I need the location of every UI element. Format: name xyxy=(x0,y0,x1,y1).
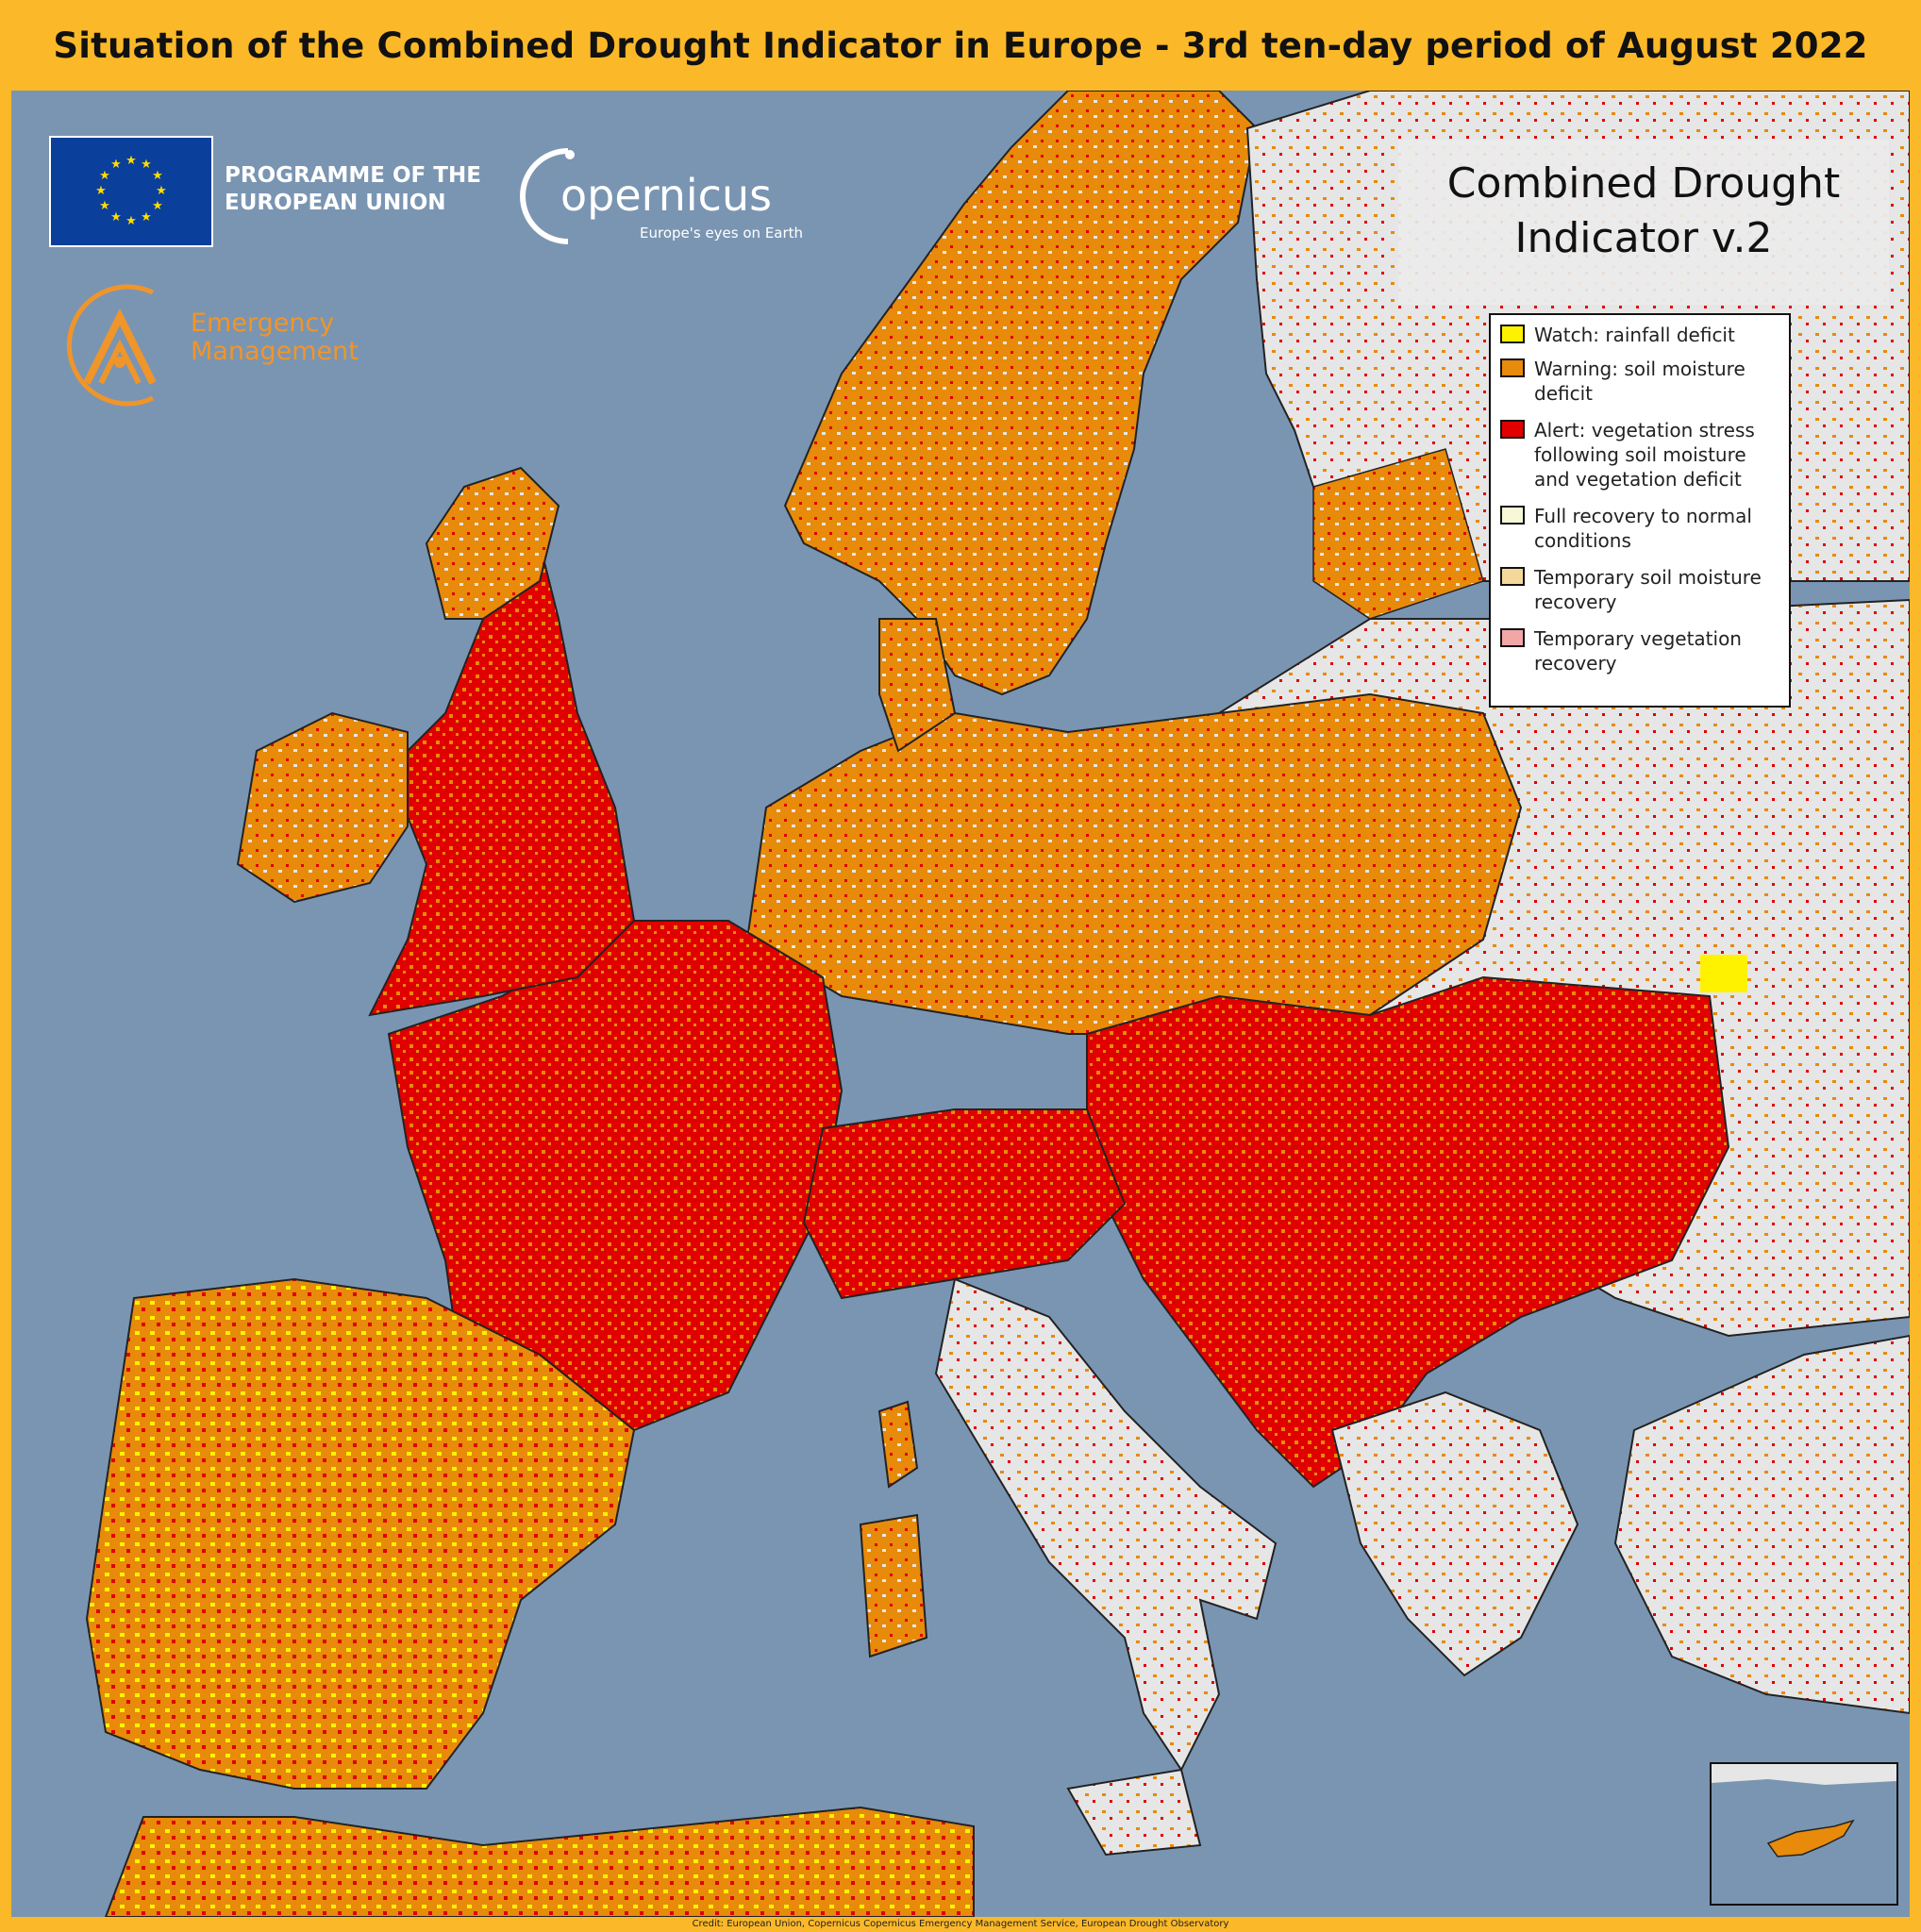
map-title-heading: Situation of the Combined Drought Indica… xyxy=(53,25,1868,66)
land-iberia xyxy=(85,1277,636,1790)
svg-text:★: ★ xyxy=(125,214,137,228)
land-central-europe xyxy=(745,692,1523,1035)
land-denmark xyxy=(878,618,957,753)
indicator-title-line2: Indicator v.2 xyxy=(1514,214,1773,262)
legend-item-soil-recovery: Temporary soil moisture recovery xyxy=(1500,565,1783,614)
eu-programme-line2: EUROPEAN UNION xyxy=(225,191,446,215)
svg-text:★: ★ xyxy=(110,158,122,172)
legend-label: Alert: vegetation stress following soil … xyxy=(1534,419,1755,491)
svg-text:★: ★ xyxy=(141,210,152,225)
legend-item-watch: Watch: rainfall deficit xyxy=(1500,323,1783,347)
land-corsica xyxy=(877,1400,919,1489)
land-sardinia xyxy=(859,1513,928,1658)
copernicus-wordmark: opernicus xyxy=(560,170,773,221)
svg-text:★: ★ xyxy=(99,169,110,183)
land-balkans xyxy=(1086,975,1730,1489)
legend: Watch: rainfall deficit Warning: soil mo… xyxy=(1489,313,1791,708)
legend-swatch xyxy=(1500,420,1525,439)
land-scotland xyxy=(425,466,560,620)
land-great-britain xyxy=(368,542,636,1017)
legend-item-warning: Warning: soil moisture deficit xyxy=(1500,357,1783,406)
legend-swatch xyxy=(1500,325,1525,343)
svg-text:★: ★ xyxy=(125,154,137,168)
yellow-patch xyxy=(1700,955,1747,992)
copernicus-logo: opernicus Europe's eyes on Earth xyxy=(511,140,823,253)
emergency-management-logo xyxy=(49,279,370,411)
land-france xyxy=(387,920,844,1432)
svg-text:★: ★ xyxy=(99,199,110,213)
svg-text:★: ★ xyxy=(152,199,163,213)
svg-text:★: ★ xyxy=(95,184,107,198)
title-bar: Situation of the Combined Drought Indica… xyxy=(0,0,1921,91)
legend-item-vegetation-recovery: Temporary vegetation recovery xyxy=(1500,626,1783,675)
land-sicily xyxy=(1066,1768,1202,1857)
map-frame: ★ ★ ★ ★ ★ ★ ★ ★ ★ ★ ★ ★ PROGRAMME OF THE… xyxy=(11,91,1910,1917)
emergency-line2: Management xyxy=(191,337,359,366)
legend-swatch xyxy=(1500,567,1525,586)
land-turkey xyxy=(1613,1334,1910,1715)
legend-item-full-recovery: Full recovery to normal conditions xyxy=(1500,504,1783,553)
svg-text:★: ★ xyxy=(110,210,122,225)
legend-label: Temporary vegetation recovery xyxy=(1534,627,1742,675)
legend-swatch xyxy=(1500,358,1525,377)
svg-text:★: ★ xyxy=(141,158,152,172)
land-north-africa xyxy=(104,1806,975,1917)
cyprus-inset-shape xyxy=(1712,1764,1896,1857)
svg-text:★: ★ xyxy=(152,169,163,183)
legend-label: Full recovery to normal conditions xyxy=(1534,505,1752,552)
credit-text: Credit: European Union, Copernicus Coper… xyxy=(692,1919,1229,1929)
eu-stars-icon: ★ ★ ★ ★ ★ ★ ★ ★ ★ ★ ★ ★ xyxy=(95,154,167,228)
legend-label: Watch: rainfall deficit xyxy=(1534,324,1735,346)
land-greece xyxy=(1330,1391,1579,1677)
svg-text:★: ★ xyxy=(156,184,167,198)
copernicus-c-icon xyxy=(520,148,575,244)
land-alps xyxy=(802,1108,1127,1300)
emergency-management-text: Emergency Management xyxy=(191,309,359,366)
land-italy xyxy=(934,1277,1278,1772)
indicator-title-box: Combined Drought Indicator v.2 xyxy=(1398,140,1889,305)
land-ireland xyxy=(236,711,409,904)
drought-map xyxy=(85,91,1910,1917)
legend-swatch xyxy=(1500,506,1525,525)
cyprus-inset-map xyxy=(1710,1762,1898,1906)
eu-flag-logo: ★ ★ ★ ★ ★ ★ ★ ★ ★ ★ ★ ★ xyxy=(49,136,213,247)
eu-programme-line1: PROGRAMME OF THE xyxy=(225,163,481,188)
emergency-line1: Emergency xyxy=(191,308,335,338)
legend-swatch xyxy=(1500,628,1525,647)
copernicus-tagline: Europe's eyes on Earth xyxy=(640,225,804,242)
emergency-arch-icon xyxy=(66,284,157,407)
eu-programme-text: PROGRAMME OF THE EUROPEAN UNION xyxy=(225,162,481,217)
legend-label: Temporary soil moisture recovery xyxy=(1534,566,1762,613)
land-scandinavia xyxy=(783,91,1259,696)
indicator-title-line1: Combined Drought xyxy=(1446,159,1841,208)
land-baltic xyxy=(1312,448,1484,620)
legend-item-alert: Alert: vegetation stress following soil … xyxy=(1500,418,1783,491)
legend-label: Warning: soil moisture deficit xyxy=(1534,358,1746,405)
